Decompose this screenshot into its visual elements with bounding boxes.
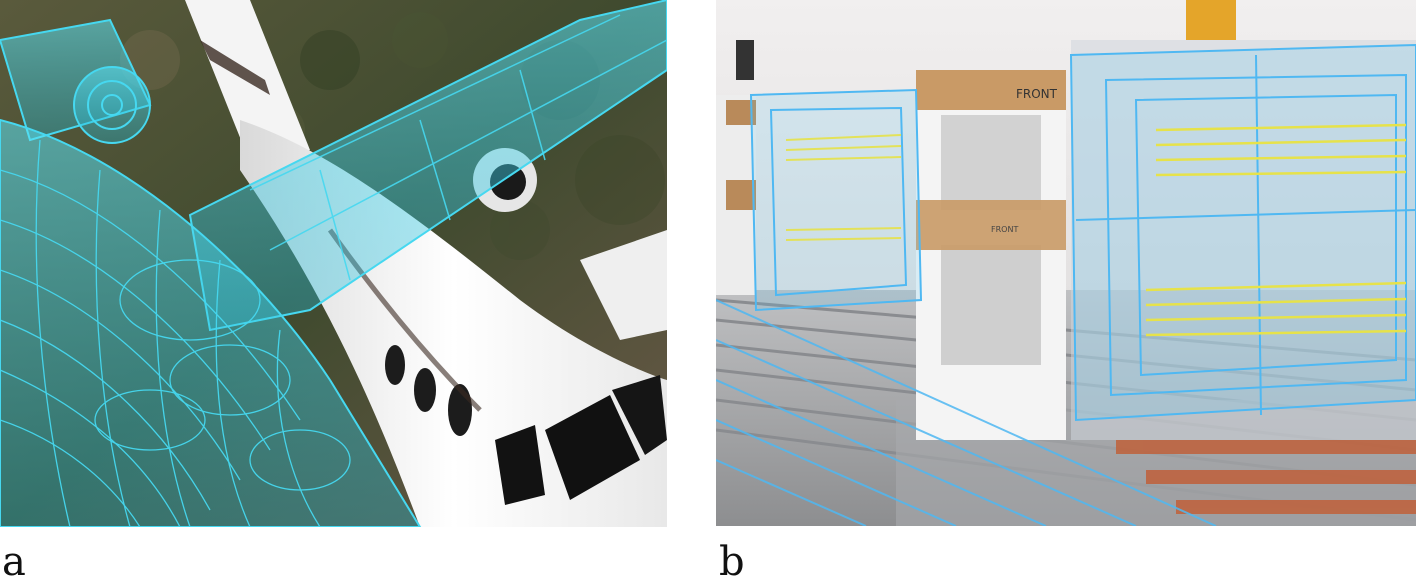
orange-pallet bbox=[1116, 440, 1416, 514]
wireframe-fuselage bbox=[0, 118, 422, 527]
right-box bbox=[1071, 40, 1416, 440]
box-strap-text: FRONT bbox=[991, 225, 1018, 234]
box-front-text: FRONT bbox=[1016, 87, 1058, 101]
wall-monitor bbox=[736, 40, 754, 80]
cockpit-windows bbox=[385, 345, 667, 505]
production-line-illustration: FRONT FRONT bbox=[716, 0, 1416, 526]
left-packaged-box bbox=[716, 95, 756, 295]
aircraft-illustration bbox=[0, 0, 667, 527]
panel-a-label: a bbox=[2, 539, 26, 585]
panel-a-aircraft-image bbox=[0, 0, 667, 527]
yellow-column bbox=[1186, 0, 1236, 40]
panel-b-label: b bbox=[719, 539, 745, 585]
wireframe-engine bbox=[0, 18, 152, 144]
wireframe-appliance-right bbox=[1069, 43, 1416, 422]
wireframe-conveyor bbox=[716, 299, 1217, 526]
center-foam-box: FRONT FRONT bbox=[916, 70, 1066, 440]
wireframe-racks-left bbox=[785, 134, 902, 241]
right-wing bbox=[580, 230, 667, 340]
wireframe-appliance-left bbox=[749, 88, 923, 312]
tail-fin bbox=[185, 0, 310, 175]
panel-b-production-line-image: FRONT FRONT bbox=[716, 0, 1416, 526]
wireframe-racks-right bbox=[1145, 123, 1407, 337]
